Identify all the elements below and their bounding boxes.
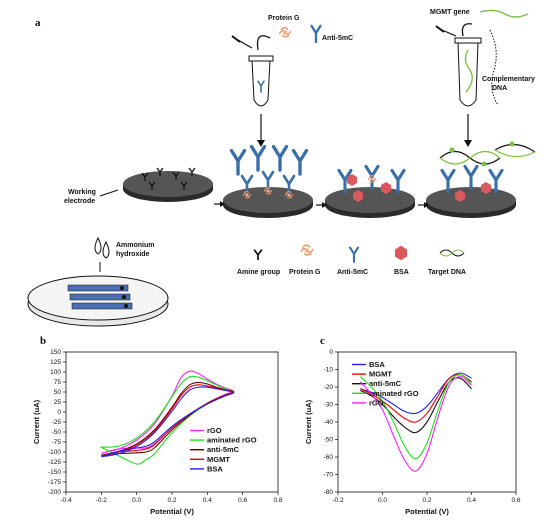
dna-strand-complementary — [489, 29, 499, 106]
series-line-rgo — [101, 370, 235, 454]
y-tick-label: 75 — [54, 379, 62, 386]
x-tick-label: 0.2 — [167, 497, 176, 504]
label-anti-5mc: Anti-5mC — [322, 35, 353, 42]
y-tick-label: -125 — [48, 459, 61, 466]
legend-label: anti-5mC — [369, 379, 402, 388]
label-protein-g: Protein G — [268, 15, 300, 22]
x-tick-label: 0.4 — [203, 497, 212, 504]
process-arrows — [214, 201, 429, 208]
panel-label-a: a — [35, 17, 41, 29]
x-axis-label: Potential (V) — [150, 507, 194, 516]
y-tick-label: -150 — [48, 469, 61, 476]
legend-target-dna: Target DNA — [428, 269, 466, 276]
x-tick-label: -0.2 — [332, 497, 344, 504]
y-tick-label: -10 — [324, 367, 334, 374]
x-tick-label: 0.0 — [132, 497, 141, 504]
legend-label: MGMT — [369, 370, 392, 379]
bsa-icon — [395, 245, 407, 261]
legend-label: BSA — [369, 360, 385, 369]
y-tick-label: 0 — [329, 349, 333, 356]
x-axis-label: Potential (V) — [405, 507, 449, 516]
schematic-legend: Amine group Protein G Anti-5mC BSA Targe… — [237, 244, 466, 276]
legend-label: BSA — [207, 464, 223, 473]
y-tick-label: -20 — [324, 384, 334, 391]
legend-label: anti-5mC — [207, 445, 240, 454]
legend-label: aminated rGO — [207, 436, 257, 445]
antibody-legend-icon — [348, 246, 360, 264]
x-tick-label: 0.8 — [273, 497, 282, 504]
electrode-1 — [123, 167, 213, 202]
antibody-icon — [310, 24, 322, 44]
tube-antibody — [231, 35, 274, 107]
legend-anti-5mc: Anti-5mC — [337, 269, 368, 276]
y-tick-label: -25 — [52, 419, 62, 426]
panel-label-c: c — [320, 335, 325, 347]
amine-group-icon — [253, 248, 263, 261]
pointer-working-electrode — [99, 189, 119, 197]
legend-label: rGO — [207, 426, 222, 435]
petri-dish — [27, 275, 169, 327]
y-tick-label: -200 — [48, 489, 61, 496]
series-line-aminated-rgo — [359, 374, 472, 460]
label-mgmt-gene: MGMT gene — [430, 9, 470, 16]
x-tick-label: -0.4 — [60, 497, 72, 504]
x-tick-label: 0.6 — [238, 497, 247, 504]
y-tick-label: 25 — [54, 399, 62, 406]
y-tick-label: -60 — [324, 454, 334, 461]
protein-g-legend-icon — [300, 244, 314, 256]
y-tick-label: -70 — [324, 472, 334, 479]
x-tick-label: 0.4 — [467, 497, 476, 504]
electrode-4 — [426, 141, 536, 218]
y-axis-label: Current (uA) — [304, 399, 313, 444]
protein-g-icon — [278, 27, 292, 38]
label-complementary-dna: Complementary DNA — [482, 76, 537, 92]
chart-dpv: -0.2 0.0 0.2 0.4 0.6 -80 -70 -60 -50 -40 -30 -20 -10… — [304, 349, 521, 516]
legend-amine-group: Amine group — [237, 269, 280, 276]
arrow-curve-2 — [461, 23, 473, 37]
y-tick-label: 50 — [54, 389, 62, 396]
dna-strand-top — [479, 9, 529, 18]
series-line-mgmt — [360, 374, 472, 423]
plot-frame — [65, 351, 279, 493]
series-line-aminated-rgo — [99, 375, 235, 465]
tube-dna — [435, 25, 482, 107]
y-tick-label: -80 — [324, 489, 334, 496]
legend-bsa: BSA — [394, 269, 409, 276]
y-tick-label: 100 — [50, 369, 61, 376]
legend-protein-g: Protein G — [289, 269, 321, 276]
y-tick-label: 125 — [50, 359, 61, 366]
x-tick-label: 0.0 — [378, 497, 387, 504]
series-line-bsa — [101, 386, 235, 458]
series-line-rgo — [359, 375, 472, 472]
electrode-3 — [325, 164, 415, 218]
y-axis-label: Current (uA) — [32, 399, 41, 444]
legend-label: MGMT — [207, 455, 230, 464]
y-tick-label: -75 — [52, 439, 62, 446]
x-tick-label: 0.2 — [422, 497, 431, 504]
y-tick-label: -30 — [324, 402, 334, 409]
y-tick-label: -40 — [324, 419, 334, 426]
y-tick-label: -50 — [324, 437, 334, 444]
chart-cv: -0.4 -0.2 0.0 0.2 0.4 0.6 0.8 -200 -175 -150 -125 -… — [32, 349, 283, 516]
label-ammonium-hydroxide: Ammonium hydroxide — [116, 242, 156, 258]
y-tick-label: -175 — [48, 479, 61, 486]
ammonium-drop-icon — [94, 236, 110, 259]
y-tick-label: -100 — [48, 449, 61, 456]
electrode-2 — [223, 144, 313, 218]
legend-label: aminated rGO — [369, 389, 419, 398]
series-line-anti-5mc — [360, 377, 472, 434]
legend-label: rGO — [369, 398, 384, 407]
x-tick-label: 0.6 — [511, 497, 520, 504]
target-dna-icon — [439, 249, 465, 257]
x-tick-label: -0.2 — [96, 497, 108, 504]
label-working-electrode: Working electrode — [64, 189, 98, 205]
arrow-curve-1 — [256, 35, 271, 51]
y-tick-label: 150 — [50, 349, 61, 356]
y-tick-label: -50 — [52, 429, 62, 436]
panel-label-b: b — [40, 335, 46, 347]
y-tick-label: 0 — [57, 409, 61, 416]
